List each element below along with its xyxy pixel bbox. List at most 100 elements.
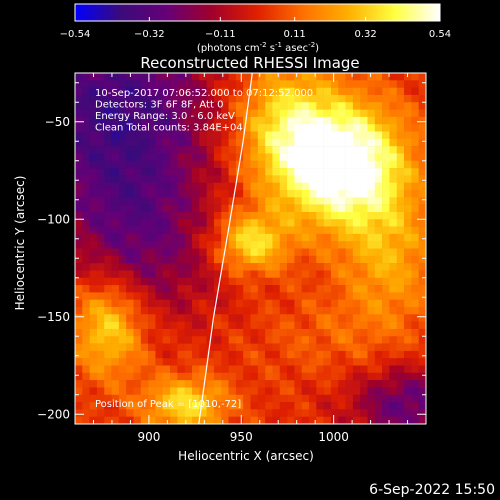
heatmap-cell bbox=[345, 219, 354, 227]
heatmap-cell bbox=[323, 211, 332, 220]
heatmap-cell bbox=[177, 109, 185, 118]
heatmap-cell bbox=[345, 204, 354, 213]
heatmap-cell bbox=[170, 314, 178, 322]
heatmap-cell bbox=[367, 277, 376, 286]
heatmap-cell bbox=[279, 380, 288, 388]
heatmap-cell bbox=[279, 109, 288, 118]
heatmap-cell bbox=[382, 336, 390, 344]
heatmap-cell bbox=[404, 211, 412, 220]
heatmap-cell bbox=[294, 124, 302, 132]
heatmap-cell bbox=[192, 292, 200, 300]
heatmap-cell bbox=[294, 109, 302, 118]
heatmap-cell bbox=[265, 175, 273, 183]
heatmap-cell bbox=[89, 94, 98, 103]
heatmap-cell bbox=[374, 131, 383, 140]
heatmap-cell bbox=[411, 124, 419, 132]
heatmap-cell bbox=[352, 80, 361, 88]
heatmap-cell bbox=[272, 94, 281, 103]
heatmap-cell bbox=[206, 270, 215, 279]
heatmap-cell bbox=[309, 248, 317, 257]
heatmap-cell bbox=[250, 153, 259, 162]
heatmap-cell bbox=[389, 328, 398, 337]
heatmap-cell bbox=[279, 241, 288, 249]
heatmap-cell bbox=[352, 387, 361, 396]
heatmap-cell bbox=[396, 182, 405, 191]
heatmap-cell bbox=[177, 94, 185, 103]
heatmap-cell bbox=[75, 168, 83, 176]
heatmap-cell bbox=[126, 197, 134, 205]
heatmap-cell bbox=[199, 350, 207, 359]
heatmap-cell bbox=[228, 365, 237, 374]
heatmap-cell bbox=[360, 321, 368, 330]
heatmap-cell bbox=[75, 124, 83, 132]
heatmap-cell bbox=[192, 87, 200, 96]
heatmap-cell bbox=[192, 285, 200, 293]
heatmap-cell bbox=[294, 190, 302, 198]
heatmap-cell bbox=[316, 109, 324, 118]
heatmap-cell bbox=[323, 146, 332, 154]
heatmap-cell bbox=[374, 365, 383, 374]
heatmap-cell bbox=[155, 285, 164, 293]
heatmap-cell bbox=[213, 380, 222, 388]
heatmap-cell bbox=[367, 211, 376, 220]
heatmap-cell bbox=[330, 226, 339, 235]
heatmap-cell bbox=[287, 336, 295, 344]
heatmap-cell bbox=[330, 387, 339, 396]
heatmap-cell bbox=[374, 358, 383, 366]
heatmap-cell bbox=[75, 116, 83, 125]
heatmap-cell bbox=[323, 285, 332, 293]
heatmap-cell bbox=[221, 233, 229, 242]
heatmap-cell bbox=[374, 87, 383, 96]
heatmap-cell bbox=[192, 190, 200, 198]
heatmap-cell bbox=[374, 277, 383, 286]
heatmap-cell bbox=[367, 270, 376, 279]
heatmap-cell bbox=[155, 116, 164, 125]
heatmap-cell bbox=[82, 124, 90, 132]
heatmap-cell bbox=[213, 131, 222, 140]
heatmap-cell bbox=[104, 153, 112, 162]
heatmap-cell bbox=[177, 175, 185, 183]
heatmap-cell bbox=[235, 277, 244, 286]
heatmap-cell bbox=[213, 168, 222, 176]
heatmap-cell bbox=[118, 190, 127, 198]
heatmap-cell bbox=[404, 226, 412, 235]
heatmap-cell bbox=[309, 160, 317, 169]
heatmap-cell bbox=[265, 285, 273, 293]
heatmap-cell bbox=[323, 80, 332, 88]
heatmap-cell bbox=[360, 285, 368, 293]
heatmap-cell bbox=[323, 372, 332, 381]
heatmap-cell bbox=[360, 314, 368, 322]
heatmap-cell bbox=[294, 94, 302, 103]
heatmap-cell bbox=[206, 416, 215, 425]
heatmap-cell bbox=[140, 146, 149, 154]
heatmap-cell bbox=[243, 73, 251, 81]
heatmap-cell bbox=[111, 263, 120, 271]
heatmap-cell bbox=[257, 102, 266, 110]
heatmap-cell bbox=[199, 285, 207, 293]
heatmap-cell bbox=[104, 336, 112, 344]
heatmap-cell bbox=[162, 109, 171, 118]
heatmap-cell bbox=[418, 285, 427, 293]
heatmap-cell bbox=[352, 365, 361, 374]
heatmap-cell bbox=[301, 255, 310, 264]
heatmap-cell bbox=[396, 321, 405, 330]
heatmap-cell bbox=[89, 255, 98, 264]
heatmap-cell bbox=[184, 219, 193, 227]
heatmap-cell bbox=[367, 87, 376, 96]
heatmap-cell bbox=[338, 182, 346, 191]
heatmap-cell bbox=[279, 94, 288, 103]
heatmap-cell bbox=[235, 233, 244, 242]
heatmap-cell bbox=[323, 263, 332, 271]
heatmap-cell bbox=[411, 292, 419, 300]
heatmap-cell bbox=[316, 182, 324, 191]
heatmap-cell bbox=[265, 292, 273, 300]
heatmap-cell bbox=[235, 146, 244, 154]
heatmap-cell bbox=[126, 372, 134, 381]
heatmap-cell bbox=[126, 138, 134, 147]
heatmap-cell bbox=[301, 380, 310, 388]
heatmap-cell bbox=[323, 226, 332, 235]
heatmap-cell bbox=[323, 131, 332, 140]
heatmap-cell bbox=[184, 270, 193, 279]
heatmap-cell bbox=[199, 233, 207, 242]
heatmap-cell bbox=[213, 80, 222, 88]
